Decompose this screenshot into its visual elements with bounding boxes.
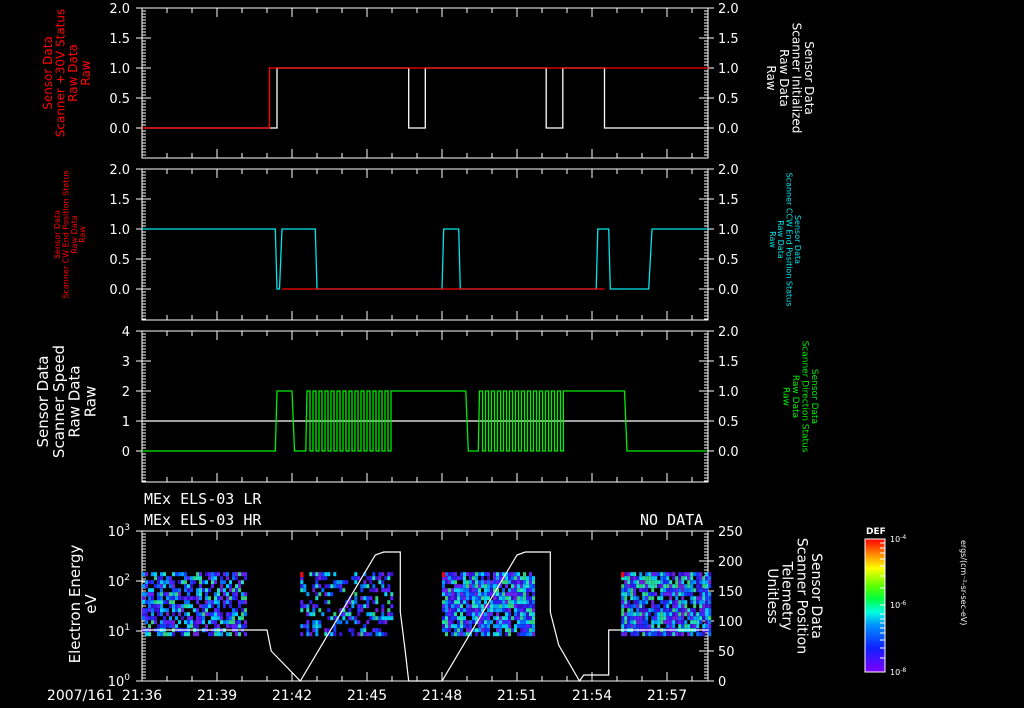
y-tick-label: 2.0 [109,2,130,17]
panel-1: 2.0 1.5 1.0 0.5 0.0 2.0 1.5 1.0 0.5 0.0 Sensor Dat… [41,2,816,159]
y-tick-label: 1.0 [109,223,130,238]
y-tick-label: 101 [108,623,130,640]
y-tick-label: 1.5 [109,193,130,208]
left-axis-title: Sensor DataScanner +30V StatusRaw DataRa… [41,9,93,138]
colorbar-tick-label: 10-4 [890,534,906,544]
right-axis-title: Sensor DataScanner CCW End Position Stat… [768,173,802,307]
colorbar-title: DEF [866,527,886,537]
y-tick-label: 1.0 [718,223,739,238]
right-axis-title: Sensor DataScanner PositionTelemetryUnit… [764,538,824,654]
y-tick-label: 1.0 [718,385,739,400]
time-tick-label: 21:42 [272,688,312,704]
y-tick-label: 0.5 [109,253,130,268]
left-axis-title: Electron EnergyeV [66,544,100,663]
colorbar-tick-label: 10-8 [890,667,906,677]
panel-2: 2.0 1.5 1.0 0.5 0.0 2.0 1.5 1.0 0.5 0.0 Sensor Dat… [53,163,802,321]
time-tick-label: 21:39 [197,688,237,704]
y-tick-label: 1.0 [718,62,739,77]
date-label: 2007/161 [47,688,114,704]
y-tick-label: 1.5 [109,32,130,47]
spectrogram-block [142,572,247,637]
time-tick-label: 21:36 [122,688,162,704]
right-axis-title: Sensor DataScanner InitializedRaw DataRa… [764,23,816,134]
panel4-title-hr: MEx ELS-03 HR [144,511,262,529]
y-tick-label: 1.5 [718,32,739,47]
y-tick-label: 150 [718,585,743,600]
y-tick-label: 0 [122,445,130,460]
right-axis-title: Sensor DataScanner Direction StatusRaw D… [781,341,819,453]
time-tick-label: 21:54 [572,688,612,704]
left-axis-title: Sensor DataScanner SpeedRaw DataRaw [34,345,99,458]
spectrogram-block [442,572,535,637]
y-tick-label: 0.0 [718,445,739,460]
y-tick-label: 0.0 [718,283,739,298]
y-tick-label: 250 [718,525,743,540]
y-tick-label: 0.5 [718,253,739,268]
y-tick-label: 2.0 [718,163,739,178]
y-tick-label: 102 [108,573,130,590]
time-tick-label: 21:45 [347,688,387,704]
y-tick-label: 0.0 [109,283,130,298]
y-tick-label: 0.0 [718,122,739,137]
y-tick-label: 2.0 [718,2,739,17]
y-tick-label: 200 [718,555,743,570]
y-tick-label: 103 [108,523,130,540]
no-data-label: NO DATA [640,511,704,529]
time-axis: 21:36 21:39 21:42 21:45 21:48 21:51 21:54 21:57… [47,688,687,704]
colorbar-tick-label: 10-6 [890,600,906,610]
y-tick-label: 0.5 [718,415,739,430]
spectrogram-block [621,572,712,637]
y-tick-label: 2 [122,385,130,400]
y-tick-label: 0.0 [109,122,130,137]
time-tick-label: 21:57 [647,688,687,704]
panel4-title-lr: MEx ELS-03 LR [144,490,262,508]
y-tick-label: 3 [122,355,130,370]
y-tick-label: 1.5 [718,193,739,208]
y-tick-label: 4 [122,325,130,340]
panel-3: 4 3 2 1 0 2.0 1.5 1.0 0.5 0.0 Sensor DataScanner S… [34,325,819,483]
y-tick-label: 0 [718,675,726,690]
colorbar: 10-4 10-6 10-8 [864,534,906,677]
y-tick-label: 0.5 [109,92,130,107]
y-tick-label: 1.0 [109,62,130,77]
left-axis-title: Sensor DataScanner CW End Position Statu… [53,170,87,298]
y-tick-label: 100 [718,615,743,630]
y-tick-label: 1.5 [718,355,739,370]
spectrogram-block [300,572,394,637]
time-tick-label: 21:51 [497,688,537,704]
y-tick-label: 0.5 [718,92,739,107]
colorbar-unit: ergs/(cm⁻²-sr-sec-eV) [959,540,968,626]
y-tick-label: 2.0 [109,163,130,178]
y-tick-label: 2.0 [718,325,739,340]
y-tick-label: 50 [718,645,735,660]
time-tick-label: 21:48 [422,688,462,704]
y-tick-label: 1 [122,415,130,430]
